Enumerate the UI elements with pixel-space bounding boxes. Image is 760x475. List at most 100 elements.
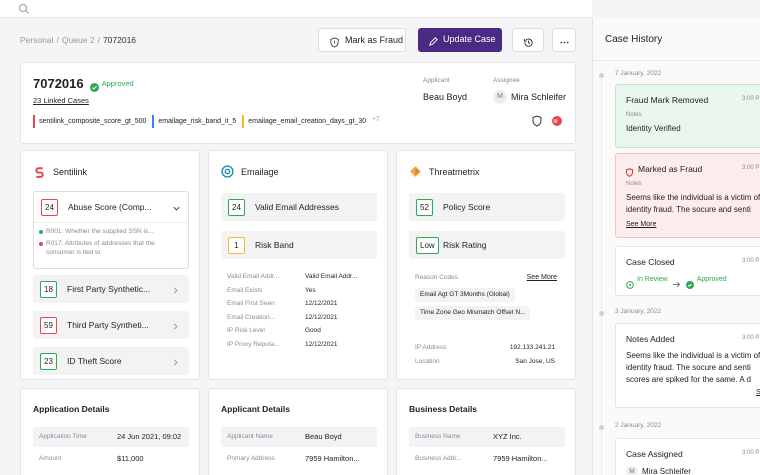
expanded-score[interactable]: 24 Abuse Score (Comp... R001: Whether the … xyxy=(33,191,190,269)
detail-value: XYZ Inc. xyxy=(493,432,522,441)
status-icon-svg xyxy=(626,281,634,289)
score-name: Risk Band xyxy=(255,240,294,250)
history-entry: Notes Added 3:00 P Seems like the individu… xyxy=(615,323,760,408)
search-icon-svg xyxy=(19,4,29,14)
entry-title: Case Assigned xyxy=(626,449,683,459)
details-row: Amount $11,000 xyxy=(33,449,189,469)
chevron-svg xyxy=(173,206,180,211)
see-more-link[interactable]: See More xyxy=(526,274,557,281)
chevron xyxy=(170,319,181,330)
history-date: 2 January, 2022 xyxy=(615,422,662,429)
entry-time: 3:00 P xyxy=(742,258,760,264)
details-card: Application Details Application Time 24 Ju… xyxy=(20,388,200,475)
score-badge: 1 xyxy=(228,237,245,254)
entry-note: Seems like the individual is a victim of… xyxy=(626,351,760,384)
assignee-avatar: M xyxy=(493,90,507,104)
detail-label: Primary Address xyxy=(227,455,275,462)
button-label: Mark as Fraud xyxy=(345,35,404,45)
tag: emailage_email_creation_days_gt_30 xyxy=(242,115,366,128)
vendor-icon-svg xyxy=(221,165,234,178)
entry-time: 3:00 P xyxy=(742,335,760,341)
detail-label: IP Address xyxy=(415,344,447,351)
linked-cases-link[interactable]: 23 Linked Cases xyxy=(33,96,89,105)
chevron xyxy=(171,201,182,212)
details-title: Business Details xyxy=(409,404,478,414)
vendor-title: Emailage xyxy=(241,167,279,177)
chevron xyxy=(170,283,181,294)
detail-value: Yes xyxy=(305,286,316,294)
score-name: First Party Synthetic... xyxy=(67,284,151,294)
score-badge: 52 xyxy=(416,199,433,216)
details-title: Applicant Details xyxy=(221,404,290,414)
detail-label: Email Exists xyxy=(227,286,263,294)
shield-icon xyxy=(329,35,340,48)
detail-value: 7959 Hamilton... xyxy=(305,454,360,463)
vendor-icon-svg xyxy=(410,166,421,177)
chevron-svg xyxy=(173,359,178,366)
timeline-dot xyxy=(599,425,604,430)
vendor-icon xyxy=(33,165,46,178)
history-icon-svg xyxy=(523,38,533,47)
reason-code: Time Zone Geo Mismatch Offset N... xyxy=(415,306,531,320)
breadcrumb-separator: / xyxy=(97,35,100,45)
detail-value: Good xyxy=(305,327,321,334)
detail-value: 12/12/2021 xyxy=(305,300,338,307)
score-item: 24 Valid Email Addresses xyxy=(221,193,377,221)
detail-label: Location xyxy=(415,358,440,365)
detail-value: 192.133.241.21 xyxy=(509,344,555,351)
see-more-link[interactable]: See More xyxy=(626,221,657,228)
vendor-title: Threatmetrix xyxy=(429,167,480,177)
approved-icon xyxy=(685,276,694,289)
pen-icon-svg xyxy=(429,37,438,46)
history-entry: Case Closed 3:00 P In Review Approved xyxy=(615,246,760,296)
sentilink-badge-svg xyxy=(532,115,542,127)
score-item: 52 Policy Score xyxy=(409,193,565,221)
score-badge: 23 xyxy=(40,353,57,370)
detail-label: Amount xyxy=(39,455,62,462)
details-row: Application Time 24 Jun 2021, 09:02 xyxy=(33,427,189,447)
breadcrumb-item[interactable]: Queue 2 xyxy=(61,35,95,45)
breadcrumb-item[interactable]: Personal xyxy=(20,35,54,45)
reason-text: R001: Whether the supplied SSN is... xyxy=(46,228,154,235)
detail-value: 24 Jun 2021, 09:02 xyxy=(117,432,182,441)
breadcrumb-separator: / xyxy=(56,35,59,45)
detail-label: Business Addr... xyxy=(415,455,462,462)
applicant-name: Beau Boyd xyxy=(423,92,468,102)
vendor-icon xyxy=(221,165,234,178)
history-entry: Marked as Fraud 3:00 P Notes Seems like the… xyxy=(615,153,760,238)
chevron-svg xyxy=(173,287,178,294)
risk-badge xyxy=(551,114,563,126)
detail-value: $11,000 xyxy=(117,454,144,463)
case-status: Approved xyxy=(101,79,134,88)
divider xyxy=(34,222,190,223)
detail-value: Valid Email Addr... xyxy=(305,273,358,280)
button-label: Update Case xyxy=(443,34,496,44)
detail-value: San Jose, US xyxy=(515,358,555,365)
entry-title: Case Closed xyxy=(626,257,675,267)
details-row: Business Addr... 7959 Hamilton... xyxy=(409,449,565,469)
score-item[interactable]: 18 First Party Synthetic... xyxy=(33,275,189,303)
timeline-dot xyxy=(599,311,604,316)
detail-label: IP Risk Level xyxy=(227,327,265,334)
history-button[interactable] xyxy=(512,28,544,52)
score-badge: 59 xyxy=(40,317,57,334)
pen-icon xyxy=(428,34,439,46)
update-case-button[interactable]: Update Case xyxy=(418,28,502,52)
mark-fraud-button[interactable]: Mark as Fraud xyxy=(318,28,406,52)
score-item[interactable]: 23 ID Theft Score xyxy=(33,347,189,375)
shield-icon-svg xyxy=(626,168,633,177)
more-button[interactable] xyxy=(552,28,576,52)
details-row: Business Name XYZ Inc. xyxy=(409,427,565,447)
score-badge: 24 xyxy=(41,199,58,216)
score-item[interactable]: 59 Third Party Syntheti... xyxy=(33,311,189,339)
more-tags: +7 xyxy=(372,116,380,123)
approved-icon-svg xyxy=(685,281,694,289)
detail-label: Email First Seen xyxy=(227,300,275,307)
see-more-link[interactable]: Se xyxy=(756,389,760,396)
entry-note: Seems like the individual is a victim of… xyxy=(626,193,760,214)
score-name: Abuse Score (Comp... xyxy=(68,202,152,212)
score-item: Low Risk Rating xyxy=(409,231,565,259)
search-bar xyxy=(0,0,592,18)
shield-icon-svg xyxy=(330,37,339,48)
detail-value: 12/12/2021 xyxy=(305,340,338,348)
